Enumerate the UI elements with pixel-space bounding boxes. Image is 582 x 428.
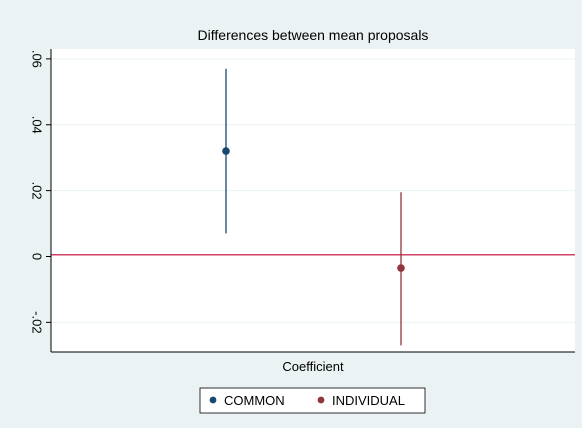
legend-label-common: COMMON bbox=[224, 393, 285, 408]
legend: COMMON INDIVIDUAL bbox=[209, 393, 405, 408]
grid-lines bbox=[51, 58, 575, 323]
legend-marker-common bbox=[209, 396, 217, 404]
series-markers bbox=[222, 68, 405, 346]
legend-marker-individual bbox=[317, 396, 325, 404]
y-tick-label: 0 bbox=[30, 253, 45, 260]
y-tick-label: .02 bbox=[30, 182, 45, 200]
chart-title: Differences between mean proposals bbox=[198, 27, 429, 43]
y-tick-label: .06 bbox=[30, 50, 45, 68]
y-axis-ticks: -.02 0 .02 .04 .06 bbox=[30, 50, 51, 334]
point-estimate-individual bbox=[397, 264, 405, 272]
legend-label-individual: INDIVIDUAL bbox=[332, 393, 405, 408]
point-estimate-common bbox=[222, 147, 230, 155]
y-tick-label: -.02 bbox=[30, 311, 45, 333]
legend-box bbox=[199, 387, 426, 414]
x-axis-label: Coefficient bbox=[282, 359, 344, 374]
plot-area bbox=[51, 49, 575, 352]
y-tick-label: .04 bbox=[30, 116, 45, 134]
